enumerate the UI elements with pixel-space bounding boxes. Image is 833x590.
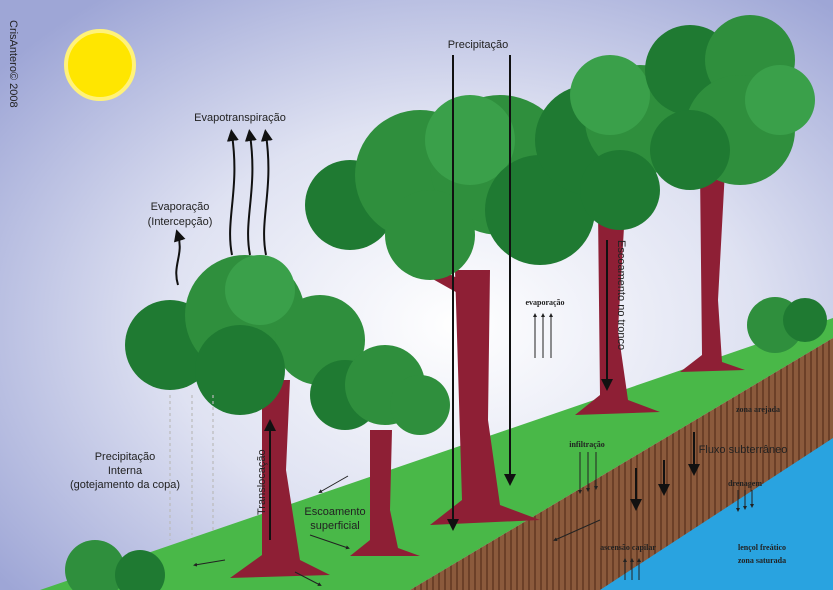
label: zona arejada bbox=[736, 405, 780, 414]
tree-trunk bbox=[230, 380, 330, 578]
label: drenagem bbox=[728, 479, 762, 488]
tree-trunk bbox=[680, 170, 745, 372]
label: Interna bbox=[108, 465, 143, 477]
label: (gotejamento da copa) bbox=[70, 479, 180, 491]
labels: CrisAntero© 2008 Precipitação Evapotrans… bbox=[7, 20, 787, 565]
bush bbox=[65, 297, 827, 590]
label: Precipitação bbox=[95, 451, 156, 463]
tree-trunk bbox=[575, 210, 660, 415]
label: infiltração bbox=[569, 440, 605, 449]
label: Evaporação bbox=[151, 201, 210, 213]
trees bbox=[65, 15, 827, 590]
label: evaporação bbox=[525, 298, 564, 307]
tree-canopy bbox=[310, 345, 450, 435]
sun bbox=[64, 29, 136, 101]
label: Evapotranspiração bbox=[194, 112, 286, 124]
tree-trunk bbox=[350, 430, 420, 556]
tree-canopy bbox=[645, 15, 815, 190]
arrows bbox=[169, 55, 754, 586]
label: Escoamento no tronco bbox=[615, 240, 627, 350]
copyright: CrisAntero© 2008 bbox=[7, 20, 19, 108]
label: superficial bbox=[310, 520, 360, 532]
label: Fluxo subterrâneo bbox=[699, 444, 788, 456]
label: Escoamento bbox=[304, 506, 365, 518]
tree-trunk bbox=[390, 245, 540, 525]
water-table bbox=[600, 438, 833, 590]
label: Precipitação bbox=[448, 39, 509, 51]
ground-slope bbox=[40, 318, 833, 590]
label: (Intercepção) bbox=[148, 216, 213, 228]
label: lençol freático bbox=[738, 543, 786, 552]
label: Translocação bbox=[256, 449, 268, 515]
label: zona saturada bbox=[738, 556, 786, 565]
label: ascensão capilar bbox=[600, 543, 656, 552]
